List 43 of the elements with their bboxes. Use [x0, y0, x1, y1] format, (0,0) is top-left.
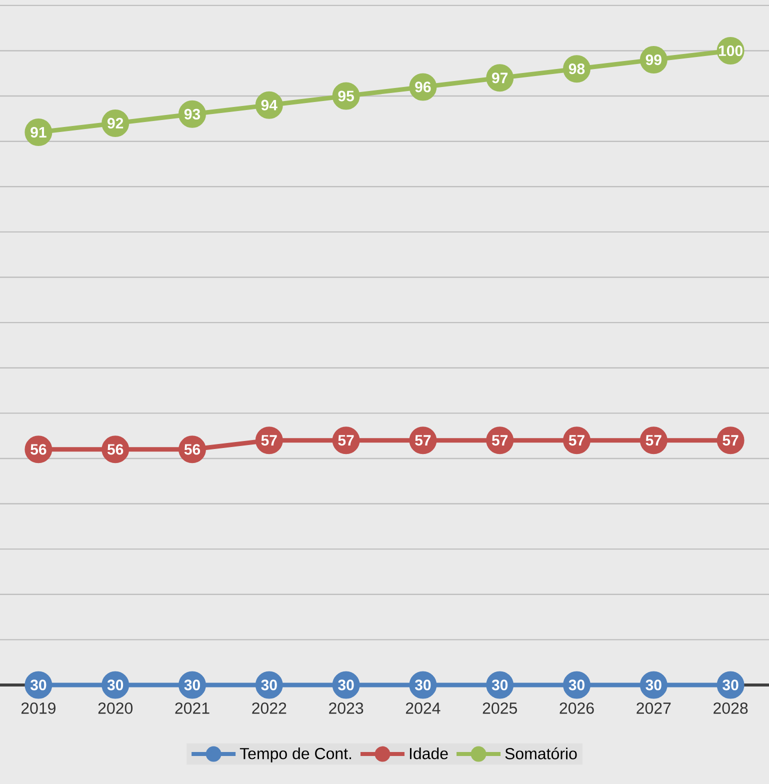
- data-label: 30: [261, 680, 277, 690]
- data-label: 91: [30, 126, 46, 138]
- x-tick-label: 2019: [21, 702, 56, 714]
- x-tick-label: 2025: [482, 702, 517, 714]
- legend-label: Somatório: [505, 747, 577, 760]
- data-label: 57: [261, 435, 277, 446]
- data-label: 99: [646, 54, 662, 66]
- data-label: 30: [568, 680, 584, 690]
- data-label: 94: [261, 100, 278, 110]
- data-label: 56: [107, 444, 124, 455]
- data-label: 92: [108, 118, 124, 129]
- data-label: 57: [492, 435, 508, 446]
- data-label: 56: [30, 444, 46, 455]
- x-tick-label: 2022: [252, 702, 286, 714]
- data-label: 56: [184, 444, 200, 455]
- x-tick-label: 2026: [560, 702, 594, 714]
- data-label: 30: [722, 680, 738, 690]
- data-label: 30: [414, 680, 431, 690]
- data-label: 30: [492, 680, 508, 690]
- data-label: 30: [338, 680, 354, 690]
- data-label: 30: [184, 680, 200, 690]
- data-label: 57: [568, 435, 584, 446]
- data-label: 98: [568, 64, 585, 74]
- data-label: 93: [184, 108, 200, 120]
- x-tick-label: 2021: [175, 702, 210, 714]
- data-label: 96: [415, 82, 431, 92]
- x-tick-label: 2020: [98, 702, 133, 714]
- data-label: 57: [338, 435, 354, 446]
- data-label: 57: [722, 435, 738, 446]
- x-tick-label: 2023: [329, 702, 364, 714]
- x-tick-label: 2024: [406, 702, 440, 714]
- data-label: 30: [107, 680, 124, 690]
- data-label: 57: [646, 435, 662, 446]
- data-label: 100: [718, 45, 742, 56]
- data-label: 57: [415, 435, 431, 446]
- x-tick-label: 2027: [636, 702, 671, 714]
- legend-label: Idade: [410, 748, 448, 760]
- data-label: 30: [646, 680, 662, 690]
- data-label: 97: [492, 72, 508, 84]
- legend-label: Tempo de Cont.: [240, 748, 352, 762]
- x-tick-label: 2028: [714, 702, 748, 714]
- data-label: 95: [338, 90, 354, 102]
- data-label: 30: [30, 680, 46, 690]
